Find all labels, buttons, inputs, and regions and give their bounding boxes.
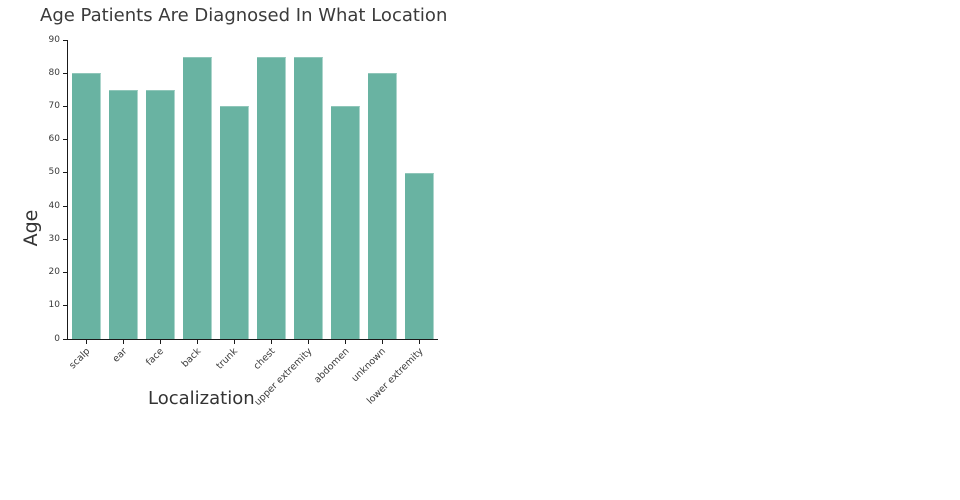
x-tick-label: back [179, 346, 204, 370]
y-tick-label: 50 [48, 167, 60, 178]
x-tick-label: face [144, 346, 167, 369]
y-axis-label: Age [20, 209, 42, 247]
x-tick-label: trunk [214, 346, 241, 372]
y-tick-label: 30 [48, 233, 60, 244]
y-tick-mark [63, 205, 67, 207]
x-tick-label: chest [251, 346, 278, 372]
bar-chest [256, 56, 287, 339]
x-tick-mark [160, 340, 161, 344]
x-tick-mark [419, 340, 420, 344]
y-tick-label: 10 [48, 300, 60, 311]
chart-title: Age Patients Are Diagnosed In What Locat… [40, 5, 448, 26]
x-tick-mark [382, 340, 383, 344]
y-tick-mark [63, 305, 67, 307]
x-tick-mark [86, 340, 87, 344]
x-axis-label: Localization [148, 388, 255, 409]
y-tick-mark [63, 139, 67, 141]
y-tick-mark [63, 272, 67, 274]
bar-lower-extremity [404, 172, 435, 339]
bar-trunk [219, 106, 250, 339]
bar-ear [108, 89, 139, 339]
bar-scalp [71, 73, 102, 339]
y-tick-mark [63, 39, 67, 41]
bar-abdomen [330, 106, 361, 339]
y-tick-label: 0 [54, 333, 60, 344]
x-tick-label: ear [110, 346, 130, 365]
y-tick-label: 70 [48, 100, 60, 111]
y-tick-mark [63, 338, 67, 340]
y-tick-label: 40 [48, 200, 60, 211]
y-tick-label: 80 [48, 67, 60, 78]
bar-unknown [367, 73, 398, 339]
x-tick-label: scalp [67, 346, 93, 372]
plot-area: 0 10 20 30 40 50 60 70 80 90 scalp ear face back trunk… [49, 35, 438, 408]
y-tick-label: 90 [48, 34, 60, 45]
x-tick-label: unknown [349, 346, 389, 385]
y-tick-label: 60 [48, 134, 60, 145]
x-tick-mark [123, 340, 124, 344]
bar-upper-extremity [293, 56, 324, 339]
y-tick-mark [63, 72, 67, 74]
y-tick-mark [63, 238, 67, 240]
x-tick-mark [197, 340, 198, 344]
bar-back [182, 56, 213, 339]
y-tick-label: 20 [48, 267, 60, 278]
x-tick-mark [271, 340, 272, 344]
y-tick-mark [63, 172, 67, 174]
x-tick-mark [308, 340, 309, 344]
x-tick-label: abdomen [311, 346, 352, 386]
bar-face [145, 89, 176, 339]
x-tick-mark [345, 340, 346, 344]
x-tick-mark [234, 340, 235, 344]
y-tick-mark [63, 105, 67, 107]
